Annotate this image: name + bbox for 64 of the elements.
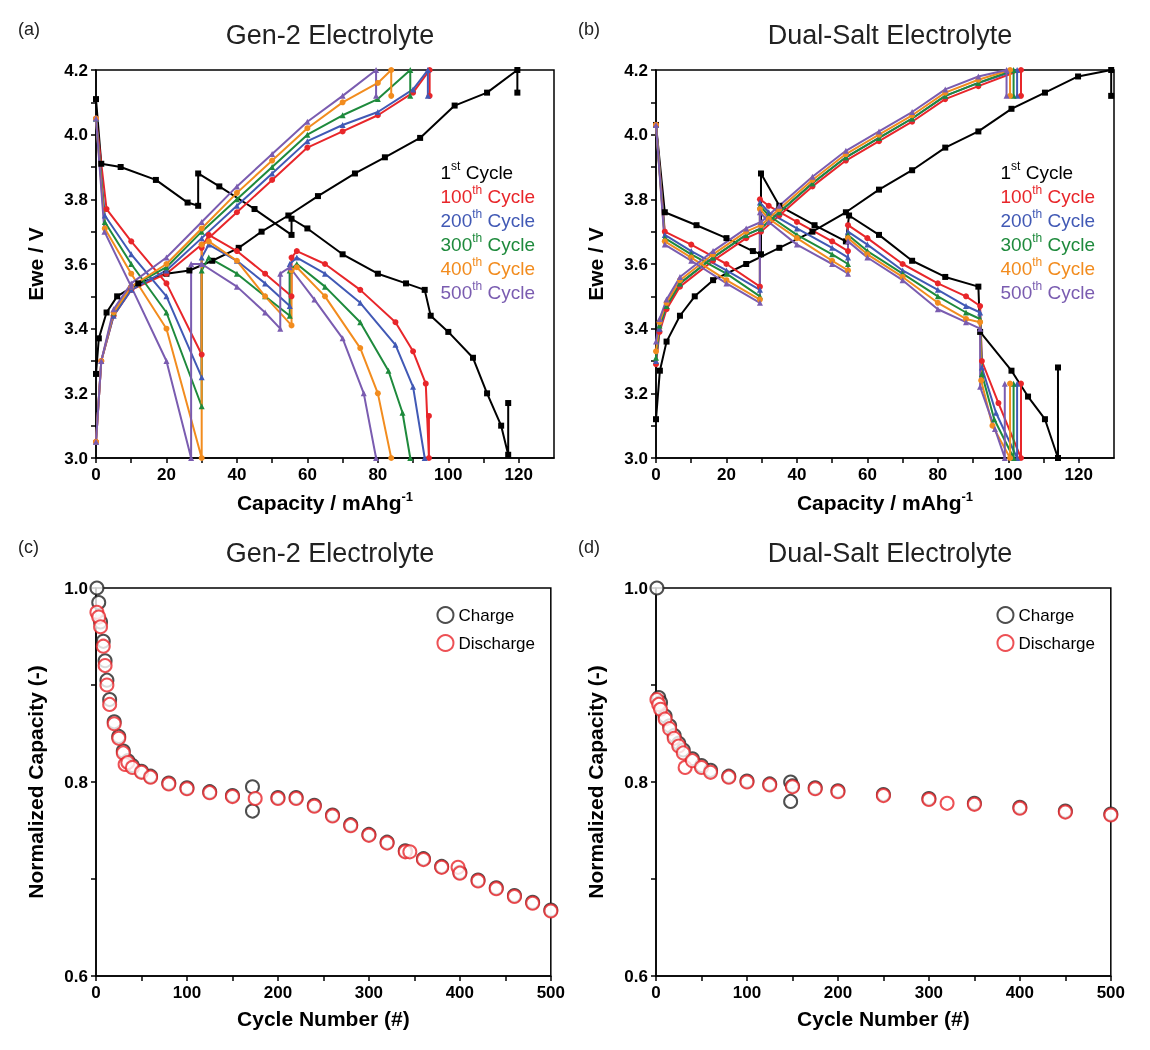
x-tick-label: 500 bbox=[1096, 983, 1126, 1002]
text: (d) bbox=[578, 537, 600, 557]
x-tick-label: 100 bbox=[994, 465, 1023, 484]
chart-title: Gen-2 Electrolyte bbox=[225, 19, 435, 50]
x-tick-label: 400 bbox=[1005, 983, 1035, 1002]
x-tick-label: 20 bbox=[157, 465, 176, 484]
legend-label: Discharge bbox=[1018, 633, 1096, 653]
x-tick-label: 40 bbox=[227, 465, 247, 484]
y-tick-label: 0.6 bbox=[64, 966, 88, 986]
legend-label: Charge bbox=[1018, 605, 1075, 625]
x-tick-label: 40 bbox=[787, 465, 807, 484]
y-tick-label: 3.0 bbox=[64, 448, 88, 468]
x-tick-label: 100 bbox=[172, 983, 202, 1002]
y-tick-label: 4.2 bbox=[64, 60, 88, 80]
x-tick-label: 100 bbox=[732, 983, 762, 1002]
x-tick-label: 0 bbox=[651, 983, 661, 1002]
y-tick-label: 3.6 bbox=[624, 254, 648, 274]
y-axis-title: Ewe / V bbox=[24, 227, 47, 301]
x-tick-label: 20 bbox=[717, 465, 736, 484]
x-tick-label: 80 bbox=[928, 465, 948, 484]
x-tick-label: 200 bbox=[823, 983, 853, 1002]
x-tick-label: 100 bbox=[434, 465, 463, 484]
y-axis-title: Normalized Capacity (-) bbox=[24, 665, 47, 899]
y-axis-title: Normalized Capacity (-) bbox=[584, 665, 607, 899]
chart-title: Dual-Salt Electrolyte bbox=[767, 537, 1013, 568]
y-tick-label: 3.4 bbox=[64, 319, 89, 339]
y-tick-label: 3.8 bbox=[64, 189, 88, 209]
x-tick-label: 60 bbox=[857, 465, 877, 484]
legend-label: Charge bbox=[458, 605, 515, 625]
x-tick-label: 300 bbox=[914, 983, 944, 1002]
y-tick-label: 4.0 bbox=[64, 125, 88, 145]
x-tick-label: 80 bbox=[368, 465, 388, 484]
y-tick-label: 0.8 bbox=[64, 772, 88, 792]
chart-title: Gen-2 Electrolyte bbox=[225, 537, 435, 568]
y-tick-label: 3.2 bbox=[64, 383, 88, 403]
y-tick-label: 4.2 bbox=[624, 60, 648, 80]
chart-title: Dual-Salt Electrolyte bbox=[767, 19, 1013, 50]
x-tick-label: 120 bbox=[504, 465, 533, 484]
y-axis-title: Ewe / V bbox=[584, 227, 607, 301]
y-tick-label: 4.0 bbox=[624, 125, 648, 145]
x-axis-title: Cycle Number (#) bbox=[237, 1007, 410, 1030]
text: (c) bbox=[18, 537, 39, 557]
legend-label: Discharge bbox=[458, 633, 536, 653]
x-tick-label: 400 bbox=[445, 983, 475, 1002]
x-tick-label: 0 bbox=[651, 465, 661, 484]
y-tick-label: 0.8 bbox=[624, 772, 648, 792]
x-tick-label: 0 bbox=[91, 465, 101, 484]
text: (a) bbox=[18, 19, 40, 39]
y-tick-label: 3.2 bbox=[624, 383, 648, 403]
x-axis-title: Cycle Number (#) bbox=[797, 1007, 970, 1030]
x-tick-label: 120 bbox=[1064, 465, 1093, 484]
x-tick-label: 300 bbox=[354, 983, 384, 1002]
y-tick-label: 1.0 bbox=[64, 578, 88, 598]
y-tick-label: 3.8 bbox=[624, 189, 648, 209]
x-tick-label: 0 bbox=[91, 983, 101, 1002]
y-tick-label: 3.0 bbox=[624, 448, 648, 468]
y-tick-label: 0.6 bbox=[624, 966, 648, 986]
y-tick-label: 3.6 bbox=[64, 254, 88, 274]
x-tick-label: 500 bbox=[536, 983, 566, 1002]
y-tick-label: 1.0 bbox=[624, 578, 648, 598]
x-tick-label: 60 bbox=[297, 465, 317, 484]
text: (b) bbox=[578, 19, 600, 39]
x-tick-label: 200 bbox=[263, 983, 293, 1002]
y-tick-label: 3.4 bbox=[624, 319, 649, 339]
